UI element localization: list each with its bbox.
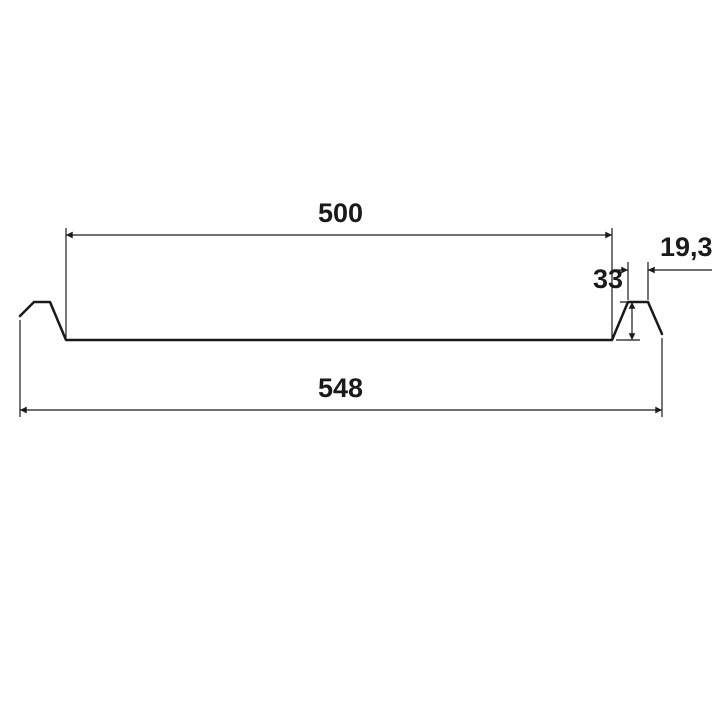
profile-svg [0, 0, 725, 725]
profile-path [20, 302, 662, 340]
dim-33-label: 33 [593, 264, 623, 295]
dim-19-label: 19,3 [660, 232, 713, 263]
dim-500-label: 500 [318, 198, 363, 229]
drawing-canvas: 500 548 33 19,3 [0, 0, 725, 725]
dim-500-group [66, 228, 612, 338]
dim-19-group [614, 262, 712, 300]
dim-548-label: 548 [318, 373, 363, 404]
